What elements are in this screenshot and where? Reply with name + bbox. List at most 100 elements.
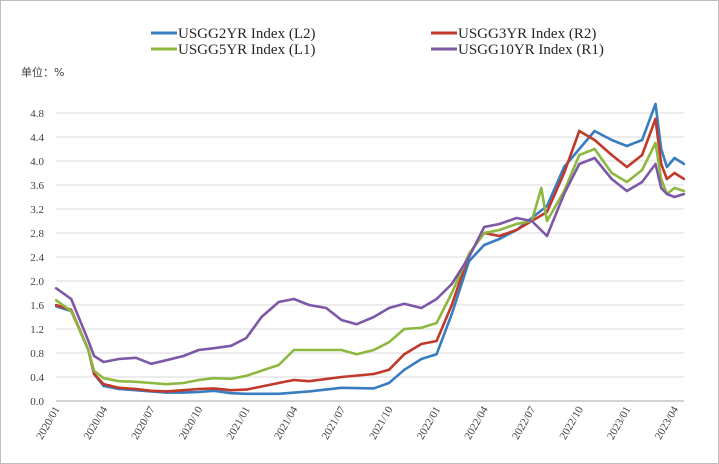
series-point [212,389,216,392]
series-point [498,228,501,232]
series-point [292,297,296,301]
x-tick-label: 2022/07 [510,404,539,442]
series-point [625,189,629,193]
series-point [545,219,549,223]
legend-label: USGG5YR Index (L1) [178,42,315,58]
y-tick-label: 2.0 [30,276,44,288]
x-tick-label: 2021/01 [224,405,252,442]
y-axis-ticks: 0.0 0.4 0.8 1.2 1.6 2.0 2.4 2.8 3.2 3.6 4.0 4.4 4.8 [30,108,44,408]
x-tick-label: 2020/07 [129,404,158,442]
series-point [435,353,438,356]
series-point [450,312,454,316]
series-point [403,353,406,356]
series-point [673,171,676,175]
series-point [260,315,263,319]
y-tick-label: 2.4 [30,252,44,264]
series-point [578,162,581,166]
series-point [435,339,438,343]
series-point [420,357,423,361]
series-point [340,348,343,352]
series-point [467,260,471,263]
series-point [682,189,686,193]
series-point [54,299,58,302]
series-point [540,186,543,190]
series-point [134,380,138,383]
series-point [515,228,518,232]
series-point [92,354,96,358]
series-point [165,359,168,362]
series-point [450,282,454,286]
series-point [387,341,391,344]
series-point [450,291,454,295]
series-point [545,234,549,238]
series-point [578,153,581,157]
series-point [307,380,311,383]
series-lines [54,102,686,396]
series-point [665,165,669,169]
series-point [673,195,676,199]
series-point [87,339,90,343]
series-point [435,321,438,325]
series-point [292,378,296,382]
x-tick-label: 2020/01 [34,405,62,442]
series-point [610,177,613,181]
series-point [654,141,657,145]
series-point [659,186,663,190]
series-point [610,153,613,157]
x-tick-label: 2020/10 [177,404,206,442]
series-point [654,102,657,106]
series-point [498,234,501,238]
series-point [578,129,581,133]
series-point [70,309,73,313]
series-point [515,216,518,220]
y-tick-label: 1.6 [30,300,44,312]
series-point [593,147,596,151]
series-point [403,327,406,331]
series-point [229,392,233,395]
series-point [229,377,233,380]
series-point [530,219,533,223]
series-point [682,162,686,166]
series-point [149,362,153,365]
series-point [467,255,471,259]
y-tick-label: 1.2 [30,324,44,336]
series-point [245,392,248,395]
series-point [387,306,391,310]
series-point [420,342,423,346]
series-point [682,192,686,196]
series-point [482,231,486,235]
series-point [654,117,657,121]
series-point [325,348,328,352]
series-point [245,336,248,340]
series-point [665,177,669,181]
series-point [640,138,644,142]
series-point [625,180,629,184]
series-point [372,387,376,390]
series-point [673,156,676,160]
series-point [182,389,185,392]
series-point [482,243,486,247]
series-point [435,297,438,301]
series-point [340,386,343,389]
series-point [307,348,311,352]
series-point [277,381,280,385]
legend: USGG2YR Index (L2) USGG3YR Index (R2)USGG… [151,26,604,58]
series-point [245,374,248,377]
series-point [562,192,566,196]
x-tick-label: 2021/07 [320,404,349,442]
x-tick-label: 2022/01 [415,405,443,442]
series-point [117,380,121,383]
series-point [149,389,153,392]
y-tick-label: 0.0 [30,396,44,408]
unit-label: 单位：% [21,65,64,79]
series-point [54,287,58,290]
series-point [355,353,358,356]
series-point [640,180,644,184]
series-point [545,204,549,208]
series-point [593,129,596,133]
series-point [134,387,138,391]
x-tick-label: 2020/04 [82,404,111,442]
series-point [640,153,644,157]
